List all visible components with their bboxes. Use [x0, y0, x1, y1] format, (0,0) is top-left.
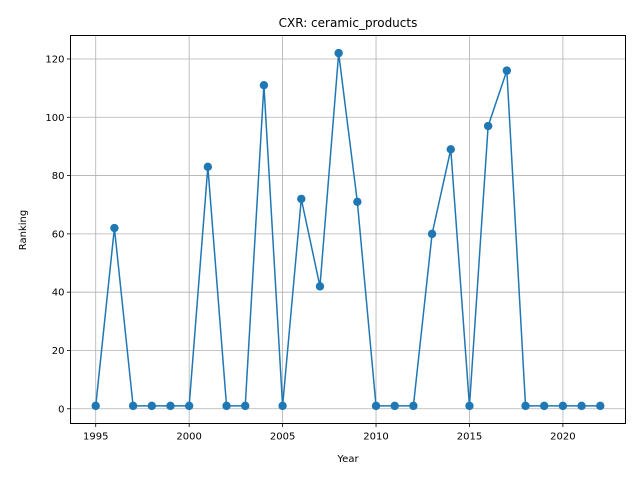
data-point: [222, 401, 231, 411]
chart-title: CXR: ceramic_products: [279, 16, 418, 30]
data-point: [521, 401, 530, 411]
data-point: [297, 194, 306, 204]
data-point: [446, 145, 455, 154]
x-tick-label: 2005: [270, 432, 295, 443]
x-tick-label: 2000: [176, 432, 201, 443]
series-group: [91, 48, 605, 411]
data-point: [166, 401, 175, 411]
data-point: [110, 223, 119, 233]
data-point: [483, 121, 493, 131]
data-point: [334, 48, 343, 58]
data-point: [241, 401, 250, 411]
data-point: [409, 401, 418, 411]
data-point: [203, 162, 213, 172]
grid: [70, 35, 626, 424]
data-point: [353, 197, 362, 207]
data-point: [465, 401, 474, 411]
y-tick-label: 60: [52, 229, 65, 240]
data-point: [128, 401, 138, 411]
data-point: [427, 229, 437, 239]
x-tick-label: 2015: [457, 432, 482, 443]
data-point: [315, 282, 325, 291]
series-line: [94, 52, 601, 407]
y-tick-label: 40: [52, 288, 65, 299]
y-tick-label: 120: [45, 54, 64, 65]
y-tick-label: 20: [52, 346, 65, 357]
y-tick-label: 100: [45, 113, 64, 124]
x-tick-label: 1995: [83, 432, 108, 443]
data-point: [184, 401, 194, 411]
data-point: [502, 66, 512, 75]
y-axis-ticks: 0 20 40 60 80 100 120: [45, 54, 71, 415]
data-point: [390, 401, 399, 411]
data-point: [278, 401, 287, 411]
y-tick-label: 0: [58, 404, 64, 415]
data-point: [259, 81, 269, 90]
plot-frame: [70, 35, 626, 424]
data-point: [371, 401, 381, 411]
y-tick-label: 80: [52, 171, 65, 182]
data-point: [558, 401, 568, 411]
data-point: [596, 401, 605, 411]
y-axis-label: Ranking: [18, 210, 29, 250]
data-point: [147, 401, 156, 411]
data-point: [577, 401, 586, 411]
x-tick-label: 2010: [363, 432, 388, 443]
x-tick-label: 2020: [550, 432, 575, 443]
data-point: [91, 401, 100, 411]
data-point: [540, 401, 549, 411]
x-axis-label: Year: [336, 454, 359, 465]
x-axis-ticks: 1995 2000 2005 2010 2015 2020: [83, 423, 576, 443]
